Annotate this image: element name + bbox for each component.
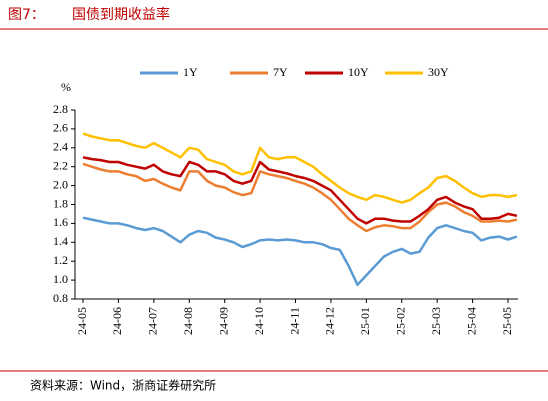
x-tick-label: 24-12 [323,307,337,335]
y-tick-label: 1.0 [53,272,68,286]
x-tick-label: 24-06 [110,307,124,335]
figure-label: 图7： [8,7,45,23]
y-tick-label: 2.4 [53,140,68,154]
y-tick-label: 2.0 [53,177,68,191]
y-unit: % [61,80,71,94]
legend-label: 10Y [348,65,369,79]
chart-title: 国债到期收益率 [72,6,170,23]
y-tick-label: 0.8 [53,291,68,305]
x-tick-label: 24-07 [146,307,160,335]
series-line [82,156,518,225]
x-tick-label: 25-05 [500,307,514,335]
x-tick-label: 25-04 [464,307,478,335]
x-tick-label: 24-09 [216,307,230,335]
x-tick-label: 24-10 [252,307,266,335]
series-line [82,216,518,287]
y-tick-label: 1.4 [53,234,68,248]
series-line [82,132,518,204]
legend-label: 7Y [273,65,288,79]
x-tick-label: 25-02 [394,307,408,335]
x-tick-label: 25-03 [429,307,443,335]
x-tick-label: 24-05 [75,307,89,335]
legend-label: 30Y [428,65,449,79]
series-line [82,162,518,233]
x-tick-label: 25-01 [358,307,372,335]
source: 资料来源：Wind，浙商证券研究所 [30,378,216,393]
y-tick-label: 2.6 [53,121,68,135]
y-tick-label: 2.8 [53,102,68,116]
y-tick-label: 1.2 [53,253,68,267]
y-tick-label: 2.2 [53,158,68,172]
x-tick-label: 24-08 [181,307,195,335]
y-tick-label: 1.6 [53,215,68,229]
legend-label: 1Y [183,65,198,79]
y-tick-label: 1.8 [53,196,68,210]
x-tick-label: 24-11 [287,307,301,335]
